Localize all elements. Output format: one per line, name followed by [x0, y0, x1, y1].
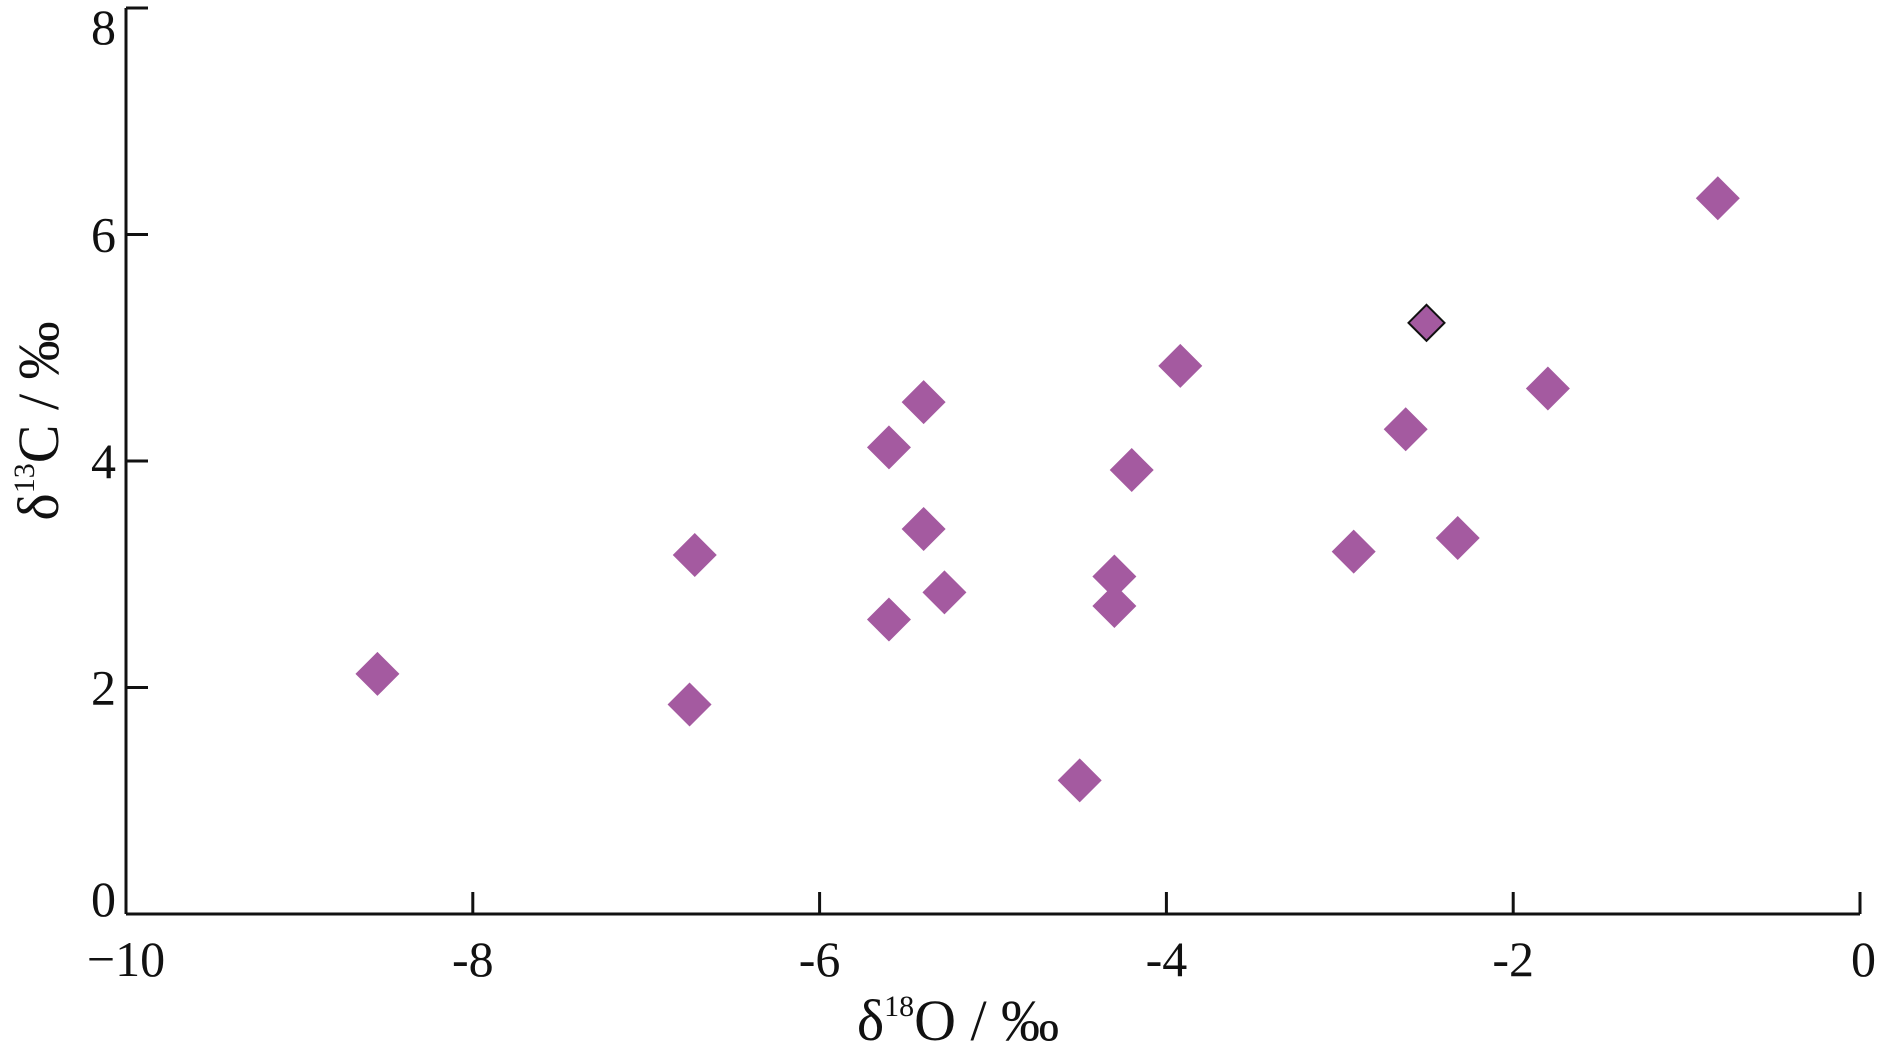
data-point	[1435, 516, 1480, 561]
x-ticks: −10 -8 -6 -4 -2 0	[87, 892, 1876, 987]
y-axis-label-prefix: δ	[6, 493, 71, 520]
data-point	[922, 570, 967, 615]
plot-area: −10 -8 -6 -4 -2 0 0 2 4 6 8	[87, 0, 1876, 987]
data-point	[355, 651, 400, 696]
y-tick-label: 4	[91, 433, 116, 489]
data-point	[1092, 583, 1137, 628]
x-tick-label: 0	[1851, 931, 1876, 987]
x-axis-label-superscript: 18	[884, 990, 914, 1023]
x-axis-label-prefix: δ	[857, 988, 884, 1049]
y-ticks: 0 2 4 6 8	[91, 0, 148, 927]
data-point	[1331, 529, 1376, 574]
data-point	[672, 532, 717, 577]
data-point	[1158, 343, 1203, 388]
y-tick-label: 8	[91, 0, 116, 55]
data-point	[667, 682, 712, 727]
data-point	[1383, 407, 1428, 452]
y-axis-label: δ13C / ‰	[6, 321, 71, 520]
x-tick-label: −10	[87, 931, 165, 987]
data-point	[866, 597, 911, 642]
x-tick-label: -2	[1492, 931, 1534, 987]
data-point	[1057, 758, 1102, 803]
x-axis-label-suffix: O / ‰	[914, 988, 1059, 1049]
y-tick-label: 0	[91, 871, 116, 927]
x-tick-label: -4	[1146, 931, 1188, 987]
data-point	[866, 425, 911, 470]
y-tick-label: 2	[91, 660, 116, 716]
x-tick-label: -6	[799, 931, 841, 987]
data-point	[901, 506, 946, 551]
y-axis-label-suffix: C / ‰	[6, 321, 71, 463]
data-point	[1695, 176, 1740, 221]
data-point-highlighted	[1407, 303, 1446, 343]
y-tick-label: 6	[91, 207, 116, 263]
y-axis-label-superscript: 13	[8, 463, 41, 493]
data-point	[901, 380, 946, 425]
x-axis-label: δ18O / ‰	[857, 988, 1059, 1049]
data-points	[355, 176, 1740, 803]
data-point	[1109, 448, 1154, 493]
x-tick-label: -8	[452, 931, 494, 987]
data-point	[1092, 554, 1137, 599]
data-point	[1525, 366, 1570, 411]
